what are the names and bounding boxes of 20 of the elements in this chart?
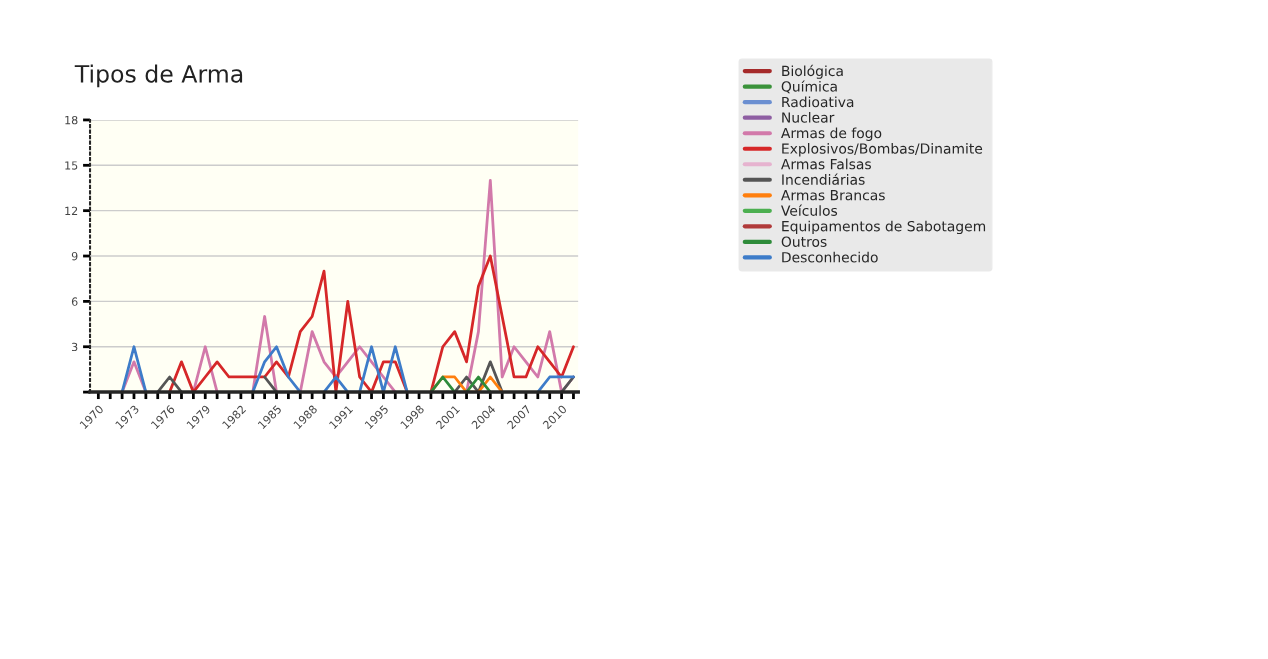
legend-label: Desconhecido — [782, 251, 878, 263]
y-tick-label: 6 — [71, 297, 78, 306]
legend-label: Radioativa — [782, 96, 854, 108]
legend-label: Armas Brancas — [781, 190, 885, 201]
legend-label: Nuclear — [782, 112, 835, 123]
chart-title: Tipos de Arma — [74, 64, 243, 88]
legend-label: Química — [781, 80, 837, 94]
y-tick-label: 9 — [71, 252, 78, 261]
legend-label: Armas Falsas — [781, 158, 871, 170]
y-tick-label: 3 — [72, 342, 78, 352]
legend-label: Veículos — [781, 204, 838, 216]
legend-label: Outros — [781, 236, 827, 247]
legend-label: Equipamentos de Sabotagem — [782, 220, 986, 235]
y-tick-label: 12 — [65, 206, 78, 215]
legend-label: Biológica — [782, 64, 843, 79]
y-tick-label: 15 — [65, 161, 78, 170]
legend-label: Incendiárias — [782, 173, 865, 185]
y-tick-label: 18 — [65, 115, 78, 125]
legend-label: Explosivos/Bombas/Dinamite — [782, 143, 983, 157]
legend-label: Armas de fogo — [781, 127, 882, 141]
